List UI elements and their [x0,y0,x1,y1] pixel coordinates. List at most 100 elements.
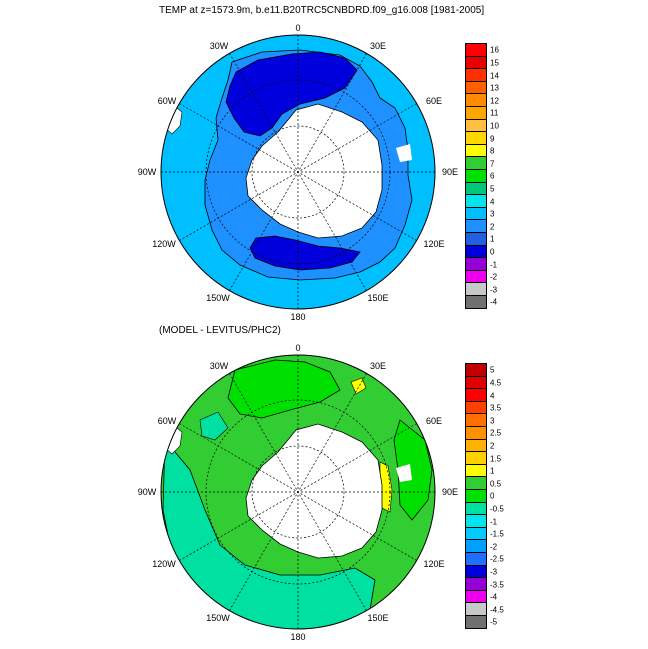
top-colorbar-cell [466,94,486,107]
top-lon-label: 30E [369,41,387,51]
top-colorbar-tick-label: 4 [490,197,495,206]
bottom-colorbar-tick-label: 3 [490,416,495,426]
bottom-colorbar-tick-label: -4.5 [490,605,504,615]
bottom-white-patch-east [396,464,412,482]
top-colorbar-tick-label: 15 [490,58,499,68]
top-colorbar-tick-label: -3 [490,285,498,295]
top-colorbar-tick-label: -1 [490,260,498,269]
top-colorbar-tick-label: 5 [490,184,495,194]
bottom-colorbar-cell [466,527,486,541]
top-map [160,34,436,310]
bottom-colorbar-cell [466,452,486,465]
bottom-map [160,354,436,630]
bottom-colorbar-tick-label: -0.5 [490,504,504,514]
top-lon-label: 150W [206,293,230,303]
top-map-border [160,34,436,310]
bottom-bright-green-atlantic [227,359,341,419]
bottom-colorbar-tick-label: 4.5 [490,378,502,388]
top-colorbar-cell [466,283,486,296]
top-colorbar-cell [466,182,486,196]
bottom-colorbar-tick-label: 1.5 [490,454,502,463]
top-colorbar-cell [466,119,486,133]
top-colorbar-cell [466,81,486,95]
top-colorbar-cell [466,245,486,259]
bottom-colorbar-cell [466,578,486,591]
top-colorbar-cell [466,56,486,70]
top-lon-label: 150E [367,293,389,303]
top-lon-label: 120W [152,239,176,249]
bottom-lon-label: 0 [295,343,301,353]
bottom-colorbar-cell [466,477,486,490]
bottom-colorbar-cell [466,615,486,629]
top-colorbar-tick-label: 11 [490,108,499,118]
bottom-lon-label: 30E [369,361,387,371]
top-colorbar-cell [466,144,486,158]
top-colorbar-tick-label: 2 [490,222,495,232]
top-colorbar-cell [466,157,486,170]
top-colorbar-tick-label: 16 [490,45,499,55]
top-colorbar-cell [466,44,486,57]
top-colorbar-cell [466,270,486,284]
bottom-cyan-west [199,411,229,441]
bottom-lon-label: 90W [137,487,157,497]
bottom-colorbar-tick-label: -4 [490,592,498,602]
bottom-lon-label: 60E [425,416,443,426]
top-colorbar-tick-label: 7 [490,159,495,169]
bottom-colorbar-tick-label: -1.5 [490,529,504,539]
bottom-colorbar-tick-label: -3 [490,567,498,577]
top-colorbar-cell [466,258,486,271]
top-colorbar-tick-label: 8 [490,146,495,156]
top-colorbar-tick-label: 0 [490,247,495,257]
top-colorbar-tick-label: 12 [490,96,499,106]
bottom-colorbar-cell [466,376,486,390]
bottom-lon-label: 90E [441,487,459,497]
top-graticule [161,35,435,309]
bottom-colorbar-cell [466,401,486,415]
bottom-lon-label: 120E [423,559,445,569]
top-colorbar-cell [466,132,486,145]
top-lon-label: 30W [209,41,229,51]
difference-title: (MODEL - LEVITUS/PHC2) [159,325,281,336]
top-colorbar-cell [466,69,486,82]
top-white-patch-east [396,144,412,162]
top-colorbar-cell [466,207,486,221]
bottom-colorbar-cell [466,502,486,516]
top-lon-label: 60E [425,96,443,106]
top-colorbar-cell [466,232,486,246]
top-lon-label: 180 [290,312,306,322]
top-colorbar-cell [466,295,486,309]
bottom-colorbar-cell [466,603,486,616]
top-lon-label: 90E [441,167,459,177]
top-dark-blue-weddell [225,51,358,137]
bottom-colorbar-cell [466,364,486,377]
bottom-colorbar-tick-label: -2 [490,542,498,552]
bottom-colorbar-tick-label: -3.5 [490,580,504,589]
top-antarctica [245,103,383,239]
bottom-colorbar-tick-label: 2.5 [490,428,502,438]
bottom-colorbar-cell [466,515,486,528]
bottom-lon-label: 180 [290,632,306,642]
bottom-yellow-30e [350,377,367,395]
bottom-lon-label: 150E [367,613,389,623]
top-colorbar-cell [466,220,486,233]
bottom-antarctica [245,423,383,559]
bottom-colorbar-tick-label: 0 [490,491,495,501]
top-lon-label: 60W [157,96,177,106]
bottom-colorbar-cell [466,414,486,427]
bottom-colorbar-tick-label: 2 [490,441,495,451]
bottom-lon-label: 150W [206,613,230,623]
top-colorbar-tick-label: 14 [490,71,499,80]
bottom-colorbar-tick-label: -5 [490,617,498,627]
bottom-colorbar-cell [466,590,486,604]
bottom-colorbar-tick-label: 5 [490,365,495,375]
bottom-colorbar-tick-label: 3.5 [490,403,502,413]
bottom-colorbar-cell [466,552,486,566]
bottom-colorbar-tick-label: 1 [490,466,495,476]
bottom-map-border [160,354,436,630]
bottom-lon-label: 120W [152,559,176,569]
bottom-colorbar-tick-label: -1 [490,517,498,526]
top-lon-label: 120E [423,239,445,249]
top-lon-label: 90W [137,167,157,177]
bottom-lon-label: 30W [209,361,229,371]
